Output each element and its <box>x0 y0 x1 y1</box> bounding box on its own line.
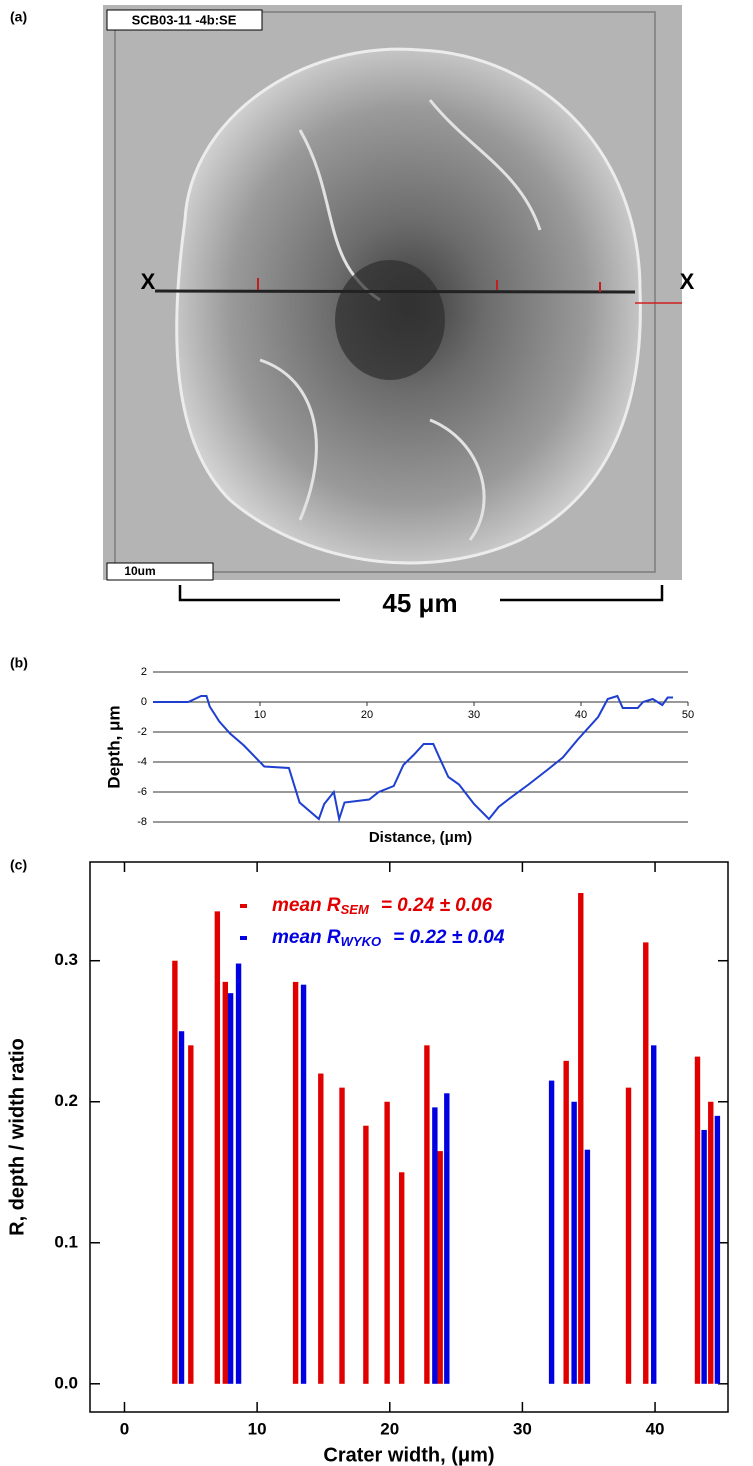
bar <box>222 981 228 1384</box>
bar <box>363 1125 369 1384</box>
profile-line <box>154 289 636 294</box>
legend-label: mean RSEM = 0.24 ± 0.06 <box>272 895 493 917</box>
x-tick-label: 30 <box>513 1419 532 1438</box>
y-tick-label: 0.0 <box>54 1373 78 1392</box>
bar <box>437 1151 443 1384</box>
x-tick-label: 40 <box>575 709 587 721</box>
y-tick-label: 2 <box>141 666 147 678</box>
bar <box>563 1060 569 1384</box>
x-axis-title: Crater width, (μm) <box>323 1444 494 1466</box>
legend-subscript: WYKO <box>341 934 381 949</box>
panel-label: (c) <box>10 857 27 873</box>
legend-marker <box>240 936 247 940</box>
image-frame <box>114 11 656 573</box>
y-axis-title: Depth, μm <box>104 705 123 788</box>
bar <box>708 1101 714 1384</box>
image-label: SCB03-11 -4b:SE <box>132 12 237 27</box>
x-tick-label: 30 <box>468 709 480 721</box>
bar <box>399 1172 405 1384</box>
bar <box>178 1031 185 1384</box>
y-tick-label: -6 <box>137 786 147 798</box>
bar <box>701 1129 707 1384</box>
x-tick-label: 20 <box>361 709 373 721</box>
y-tick-label: -8 <box>137 816 147 828</box>
bar <box>571 1101 577 1384</box>
width-label: 45 μm <box>382 588 457 618</box>
bar <box>432 1107 438 1384</box>
x-tick-label: 20 <box>380 1419 399 1438</box>
marker-left: X <box>141 269 156 294</box>
bar <box>172 960 178 1384</box>
bar <box>318 1073 324 1384</box>
x-tick-label: 40 <box>646 1419 665 1438</box>
bar <box>424 1045 430 1384</box>
bar <box>584 1149 591 1384</box>
crater-center <box>335 260 445 380</box>
plot-frame <box>89 861 729 1413</box>
bar <box>651 1045 657 1384</box>
panel-label: (a) <box>10 9 27 25</box>
legend-subscript: SEM <box>341 902 370 917</box>
bar <box>235 963 242 1384</box>
x-tick-label: 50 <box>682 709 694 721</box>
x-tick-label: 0 <box>120 1419 129 1438</box>
bar <box>625 1087 632 1384</box>
bar <box>714 1115 721 1384</box>
legend-name: mean R <box>272 895 341 916</box>
scale-bar-label: 10um <box>124 564 155 578</box>
legend-marker <box>240 904 247 908</box>
y-tick-label: -4 <box>137 756 147 768</box>
bar <box>548 1080 555 1384</box>
legend-label: mean RWYKO = 0.22 ± 0.04 <box>272 927 505 949</box>
bar <box>292 981 299 1384</box>
bar <box>643 942 649 1384</box>
bar <box>578 893 584 1384</box>
y-tick-label: 0.1 <box>54 1232 78 1251</box>
y-tick-label: 0.2 <box>54 1091 78 1110</box>
legend-stat: = 0.22 ± 0.04 <box>393 927 505 948</box>
y-tick-label: 0.3 <box>54 950 78 969</box>
crater-ridges <box>259 99 542 541</box>
bar <box>300 984 307 1384</box>
bar <box>444 1093 450 1384</box>
panel-label: (b) <box>10 655 28 671</box>
bar <box>188 1045 194 1384</box>
marker-right: X <box>680 269 695 294</box>
bar <box>694 1056 701 1384</box>
bar <box>339 1087 345 1384</box>
y-tick-label: 0 <box>141 696 147 708</box>
profile-line <box>153 694 674 823</box>
y-tick-label: -2 <box>137 726 147 738</box>
x-tick-label: 10 <box>248 1419 267 1438</box>
legend-stat: = 0.24 ± 0.06 <box>381 895 493 916</box>
x-axis-title: Distance, (μm) <box>369 829 472 846</box>
bar <box>214 911 221 1384</box>
width-bracket <box>178 585 664 602</box>
legend-name: mean R <box>272 927 341 948</box>
bar <box>384 1101 390 1384</box>
x-tick-label: 10 <box>254 709 266 721</box>
bar <box>227 993 234 1384</box>
scale-bar-box <box>106 562 214 581</box>
image-label-box <box>106 9 263 31</box>
y-axis-title: R, depth / width ratio <box>6 1038 28 1236</box>
